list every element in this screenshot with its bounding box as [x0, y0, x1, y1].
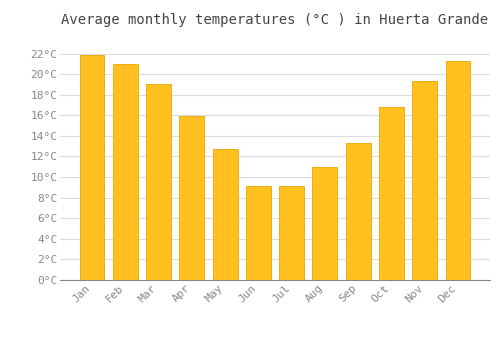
Bar [346, 143, 370, 280]
Bar [379, 107, 404, 280]
Bar [412, 81, 437, 280]
Bar [146, 84, 171, 280]
Title: Average monthly temperatures (°C ) in Huerta Grande: Average monthly temperatures (°C ) in Hu… [62, 13, 488, 27]
Bar [212, 149, 238, 280]
Bar [180, 116, 204, 280]
Bar [113, 64, 138, 280]
Bar [246, 186, 271, 280]
Bar [446, 61, 470, 280]
Bar [279, 186, 304, 280]
Bar [312, 167, 338, 280]
Bar [80, 55, 104, 280]
